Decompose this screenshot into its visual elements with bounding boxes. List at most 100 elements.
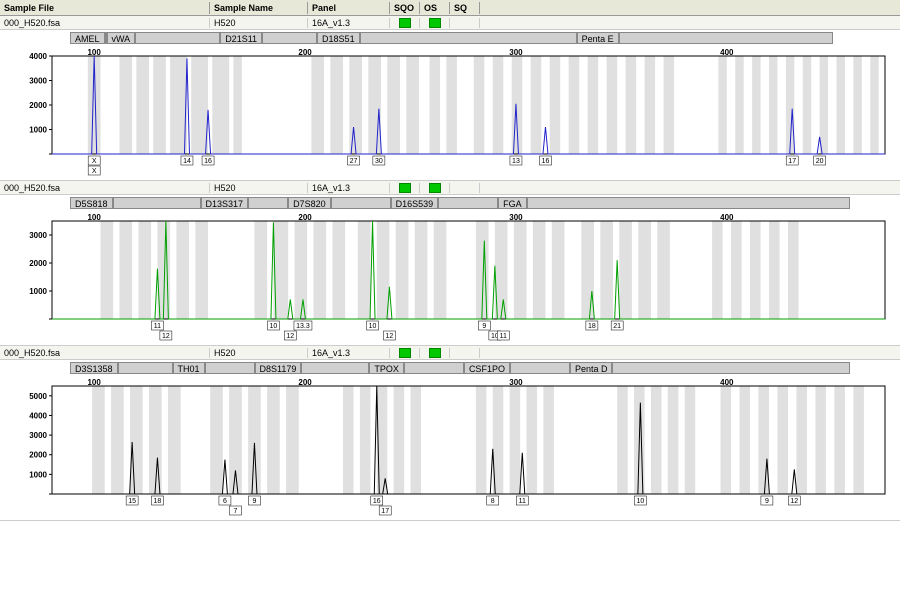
svg-text:30: 30: [375, 158, 383, 165]
svg-text:10: 10: [270, 323, 278, 330]
svg-text:200: 200: [298, 378, 312, 387]
locus-label[interactable]: vWA: [107, 32, 136, 44]
locus-label[interactable]: D3S1358: [70, 362, 118, 374]
electropherogram-panel: 000_H520.fsa H520 16A_v1.3 D5S818 D13S317…: [0, 181, 900, 346]
svg-text:9: 9: [482, 323, 486, 330]
svg-text:3000: 3000: [29, 431, 47, 440]
locus-label[interactable]: Penta D: [570, 362, 613, 374]
locus-label[interactable]: FGA: [498, 197, 527, 209]
locus-spacer: [510, 362, 570, 374]
svg-text:1000: 1000: [29, 470, 47, 479]
svg-text:12: 12: [162, 333, 170, 340]
svg-text:400: 400: [720, 213, 734, 222]
svg-text:17: 17: [788, 158, 796, 165]
sq-indicator: [450, 18, 480, 28]
svg-text:7: 7: [234, 508, 238, 515]
sqo-indicator: [390, 18, 420, 28]
locus-spacer: [301, 362, 369, 374]
locus-spacer: [135, 32, 220, 44]
col-os: OS: [420, 2, 450, 14]
locus-label[interactable]: D5S818: [70, 197, 113, 209]
locus-label[interactable]: Penta E: [577, 32, 619, 44]
svg-text:2000: 2000: [29, 451, 47, 460]
locus-label[interactable]: D21S11: [220, 32, 262, 44]
svg-text:10: 10: [636, 498, 644, 505]
col-sample-file: Sample File: [0, 2, 210, 14]
locus-label[interactable]: D8S1179: [255, 362, 302, 374]
locus-spacer: [248, 197, 288, 209]
locus-spacer: [331, 197, 391, 209]
locus-spacer: [438, 197, 498, 209]
svg-text:5000: 5000: [29, 392, 47, 401]
electropherogram-panel: 000_H520.fsa H520 16A_v1.3 D3S1358 TH01 D8…: [0, 346, 900, 521]
locus-label[interactable]: AMEL: [70, 32, 105, 44]
svg-text:400: 400: [720, 48, 734, 57]
svg-text:20: 20: [816, 158, 824, 165]
svg-text:16: 16: [204, 158, 212, 165]
locus-spacer: [612, 362, 850, 374]
os-indicator: [420, 183, 450, 193]
locus-spacer: [262, 32, 317, 44]
sample-name: H520: [210, 18, 308, 28]
svg-text:27: 27: [350, 158, 358, 165]
locus-spacer: [205, 362, 255, 374]
locus-label[interactable]: TPOX: [369, 362, 404, 374]
sample-metadata-row: 000_H520.fsa H520 16A_v1.3: [0, 16, 900, 30]
col-sq: SQ: [450, 2, 480, 14]
svg-text:15: 15: [128, 498, 136, 505]
svg-text:300: 300: [509, 378, 523, 387]
locus-label[interactable]: D16S539: [391, 197, 439, 209]
sample-file: 000_H520.fsa: [0, 18, 210, 28]
locus-row: AMELvWA D21S11 D18S51 Penta E: [0, 30, 900, 46]
svg-text:6: 6: [223, 498, 227, 505]
col-sample-name: Sample Name: [210, 2, 308, 14]
sample-file: 000_H520.fsa: [0, 348, 210, 358]
locus-spacer: [404, 362, 464, 374]
col-sqo: SQO: [390, 2, 420, 14]
table-header: Sample File Sample Name Panel SQO OS SQ: [0, 0, 900, 16]
svg-text:1000: 1000: [29, 126, 47, 135]
svg-text:12: 12: [286, 333, 294, 340]
col-panel: Panel: [308, 2, 390, 14]
svg-text:2000: 2000: [29, 101, 47, 110]
locus-spacer: [113, 197, 201, 209]
sqo-indicator: [390, 348, 420, 358]
chart-area[interactable]: 1000200030004000500010020030040015186791…: [6, 376, 894, 518]
locus-label[interactable]: D7S820: [288, 197, 331, 209]
svg-text:400: 400: [720, 378, 734, 387]
svg-text:X: X: [92, 158, 97, 165]
locus-label[interactable]: TH01: [173, 362, 205, 374]
svg-text:13.3: 13.3: [296, 323, 310, 330]
svg-text:4000: 4000: [29, 52, 47, 61]
svg-text:100: 100: [87, 48, 101, 57]
sample-metadata-row: 000_H520.fsa H520 16A_v1.3: [0, 181, 900, 195]
panel-name: 16A_v1.3: [308, 348, 390, 358]
locus-spacer: [118, 362, 173, 374]
svg-text:1000: 1000: [29, 287, 47, 296]
os-indicator: [420, 348, 450, 358]
svg-text:10: 10: [369, 323, 377, 330]
sample-name: H520: [210, 183, 308, 193]
sqo-indicator: [390, 183, 420, 193]
chart-area[interactable]: 1000200030004000100200300400XX1416273013…: [6, 46, 894, 178]
locus-label[interactable]: D13S317: [201, 197, 249, 209]
chart-area[interactable]: 1000200030001002003004001112101213.31012…: [6, 211, 894, 343]
svg-text:14: 14: [183, 158, 191, 165]
svg-text:12: 12: [386, 333, 394, 340]
svg-text:3000: 3000: [29, 231, 47, 240]
sample-metadata-row: 000_H520.fsa H520 16A_v1.3: [0, 346, 900, 360]
locus-row: D5S818 D13S317 D7S820 D16S539 FGA: [0, 195, 900, 211]
svg-text:18: 18: [588, 323, 596, 330]
locus-spacer: [527, 197, 850, 209]
svg-text:100: 100: [87, 213, 101, 222]
svg-text:100: 100: [87, 378, 101, 387]
locus-row: D3S1358 TH01 D8S1179 TPOX CSF1PO Penta D: [0, 360, 900, 376]
locus-label[interactable]: CSF1PO: [464, 362, 510, 374]
svg-text:200: 200: [298, 48, 312, 57]
locus-label[interactable]: D18S51: [317, 32, 360, 44]
sq-indicator: [450, 183, 480, 193]
svg-text:13: 13: [512, 158, 520, 165]
panel-name: 16A_v1.3: [308, 18, 390, 28]
svg-text:11: 11: [154, 323, 161, 330]
svg-text:300: 300: [509, 48, 523, 57]
